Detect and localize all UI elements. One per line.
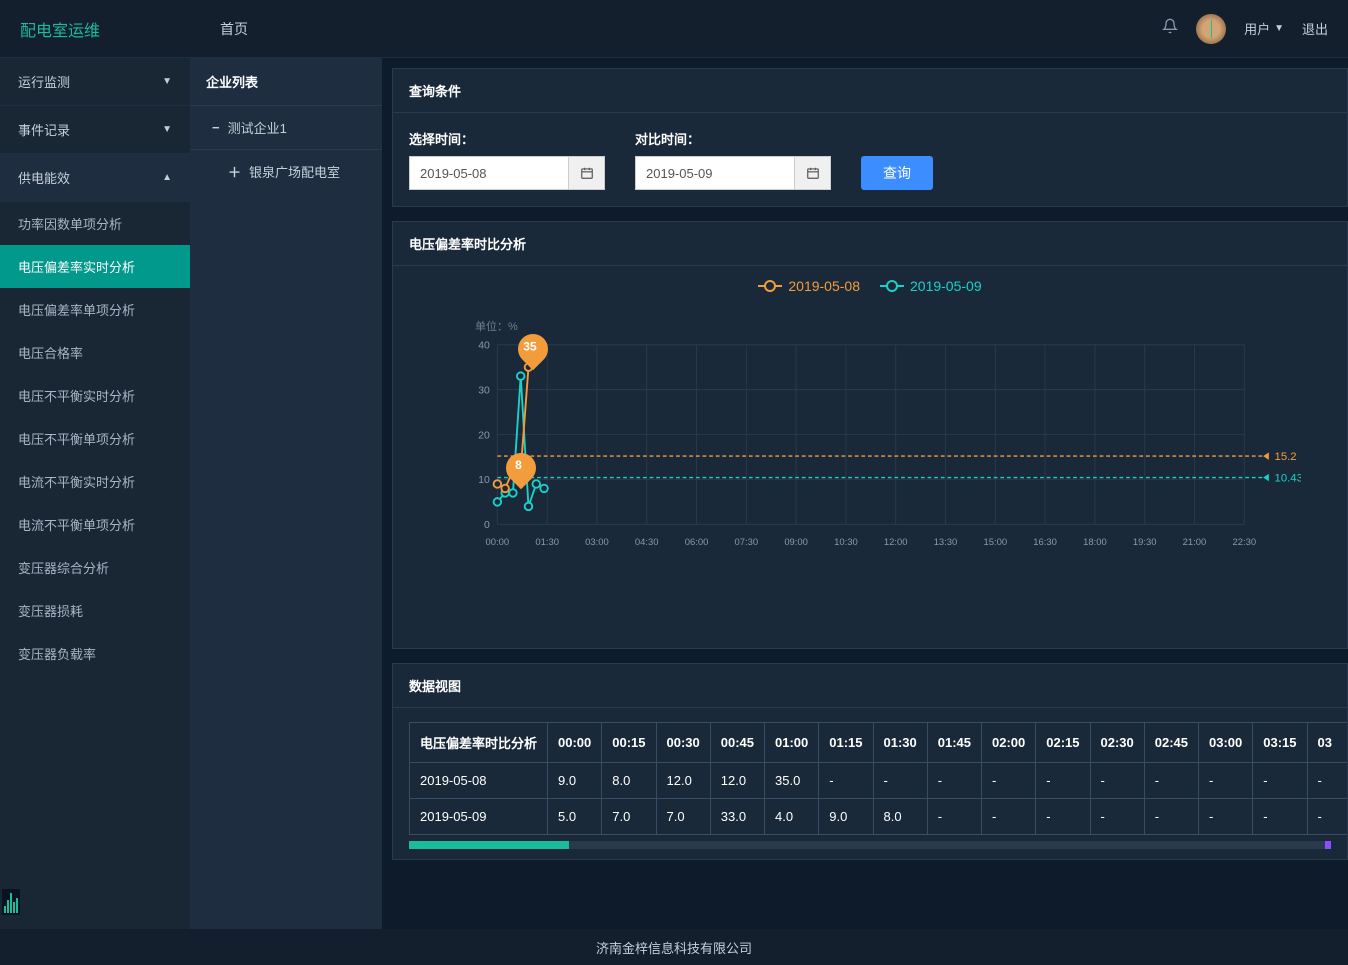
nav-sub-item[interactable]: 电压偏差率单项分析 — [0, 288, 190, 331]
chart-title: 电压偏差率时比分析 — [393, 222, 1347, 266]
caret-up-icon: ▲ — [162, 172, 172, 183]
user-menu[interactable]: 用户 ▼ — [1244, 19, 1284, 38]
table-header-time: 00:15 — [602, 723, 656, 763]
caret-down-icon: ▼ — [1274, 23, 1284, 34]
calendar-icon[interactable] — [569, 156, 605, 190]
data-panel: 数据视图 电压偏差率时比分析00:0000:1500:3000:4501:000… — [392, 663, 1348, 860]
nav-group[interactable]: 运行监测▼ — [0, 58, 190, 106]
horizontal-scrollbar[interactable] — [409, 841, 1331, 849]
svg-text:15.2: 15.2 — [1275, 451, 1297, 463]
nav-sub-item[interactable]: 电流不平衡实时分析 — [0, 460, 190, 503]
nav-home[interactable]: 首页 — [220, 19, 248, 39]
svg-text:01:30: 01:30 — [535, 537, 559, 548]
table-row: 2019-05-095.07.07.033.04.09.08.0-------- — [410, 799, 1348, 835]
unit-label: 单位：% — [475, 318, 518, 334]
tree-root[interactable]: − 测试企业1 — [190, 106, 382, 150]
svg-text:04:30: 04:30 — [635, 537, 659, 548]
tree-child[interactable]: ＋ 银泉广场配电室 — [190, 150, 382, 193]
table-header-time: 00:00 — [548, 723, 602, 763]
nav-sub-item[interactable]: 电压不平衡实时分析 — [0, 374, 190, 417]
table-header-time: 01:15 — [819, 723, 873, 763]
table-header-first: 电压偏差率时比分析 — [410, 723, 548, 763]
nav-sub-item[interactable]: 功率因数单项分析 — [0, 202, 190, 245]
svg-text:00:00: 00:00 — [486, 537, 510, 548]
nav-sub-item[interactable]: 电流不平衡单项分析 — [0, 503, 190, 546]
date2-input[interactable] — [635, 156, 795, 190]
svg-text:13:30: 13:30 — [934, 537, 958, 548]
data-table: 电压偏差率时比分析00:0000:1500:3000:4501:0001:150… — [409, 722, 1347, 835]
svg-text:12:00: 12:00 — [884, 537, 908, 548]
logout-button[interactable]: 退出 — [1302, 19, 1328, 38]
caret-down-icon: ▼ — [162, 76, 172, 87]
svg-text:15:00: 15:00 — [983, 537, 1007, 548]
nav-sub-item[interactable]: 电压合格率 — [0, 331, 190, 374]
table-header-time: 02:45 — [1144, 723, 1198, 763]
nav-group[interactable]: 供电能效▲ — [0, 154, 190, 202]
avatar[interactable] — [1196, 14, 1226, 44]
table-header-time: 02:15 — [1036, 723, 1090, 763]
svg-text:09:00: 09:00 — [784, 537, 808, 548]
chart-panel: 电压偏差率时比分析 .legend-mark[style*='#f39c3c']… — [392, 221, 1348, 649]
notification-icon[interactable] — [1162, 18, 1178, 39]
select-time-label: 选择时间： — [409, 129, 605, 148]
table-header-time: 01:30 — [873, 723, 927, 763]
table-header-time: 03 — [1307, 723, 1347, 763]
table-header-time: 03:15 — [1253, 723, 1307, 763]
nav-sub-item[interactable]: 变压器损耗 — [0, 589, 190, 632]
nav-sub-item[interactable]: 电压不平衡单项分析 — [0, 417, 190, 460]
svg-text:06:00: 06:00 — [685, 537, 709, 548]
svg-text:19:30: 19:30 — [1133, 537, 1157, 548]
nav-sub-item[interactable]: 电压偏差率实时分析 — [0, 245, 190, 288]
legend-item[interactable]: .legend-mark[style*='#f39c3c']::after{bo… — [758, 278, 860, 294]
query-panel: 查询条件 选择时间： 对比时间： — [392, 68, 1348, 207]
svg-text:0: 0 — [484, 520, 490, 531]
footer: 济南金梓信息科技有限公司 — [0, 929, 1348, 965]
table-header-time: 00:45 — [710, 723, 764, 763]
calendar-icon[interactable] — [795, 156, 831, 190]
svg-text:21:00: 21:00 — [1183, 537, 1207, 548]
table-header-time: 01:00 — [765, 723, 819, 763]
enterprise-tree: 企业列表 − 测试企业1 ＋ 银泉广场配电室 — [190, 58, 382, 965]
svg-text:40: 40 — [478, 341, 490, 352]
table-header-time: 02:00 — [982, 723, 1036, 763]
svg-text:10.43: 10.43 — [1275, 472, 1301, 484]
sidebar-nav: 运行监测▼事件记录▼供电能效▲功率因数单项分析电压偏差率实时分析电压偏差率单项分… — [0, 58, 190, 965]
plus-icon: ＋ — [228, 162, 241, 181]
table-header-time: 00:30 — [656, 723, 710, 763]
search-button[interactable]: 查询 — [861, 156, 933, 190]
table-header-time: 03:00 — [1199, 723, 1253, 763]
data-title: 数据视图 — [393, 664, 1347, 708]
top-header: 配电室运维 首页 用户 ▼ 退出 — [0, 0, 1348, 58]
nav-sub-item[interactable]: 变压器负载率 — [0, 632, 190, 675]
svg-text:10:30: 10:30 — [834, 537, 858, 548]
compare-time-label: 对比时间： — [635, 129, 831, 148]
table-row: 2019-05-089.08.012.012.035.0---------- — [410, 763, 1348, 799]
table-header-time: 01:45 — [927, 723, 981, 763]
table-header-time: 02:30 — [1090, 723, 1144, 763]
svg-text:30: 30 — [478, 385, 490, 396]
legend-item[interactable]: .legend-mark[style*='#1bd0c7']::after{bo… — [880, 278, 982, 294]
minus-icon: − — [212, 120, 220, 135]
scrollbar-end — [1325, 841, 1331, 849]
audio-meter-icon — [2, 889, 20, 915]
chart-svg: 0 10 20 30 40 00:00 01:30 03:00 04:30 06:00 07:30 0… — [469, 314, 1301, 574]
nav-sub-item[interactable]: 变压器综合分析 — [0, 546, 190, 589]
svg-text:18:00: 18:00 — [1083, 537, 1107, 548]
table-scroll[interactable]: 电压偏差率时比分析00:0000:1500:3000:4501:0001:150… — [393, 708, 1347, 841]
logo: 配电室运维 — [20, 17, 100, 41]
svg-text:20: 20 — [478, 430, 490, 441]
nav-group[interactable]: 事件记录▼ — [0, 106, 190, 154]
scrollbar-thumb[interactable] — [409, 841, 569, 849]
query-title: 查询条件 — [393, 69, 1347, 113]
svg-text:10: 10 — [478, 475, 490, 486]
svg-text:03:00: 03:00 — [585, 537, 609, 548]
svg-text:22:30: 22:30 — [1232, 537, 1256, 548]
date1-input[interactable] — [409, 156, 569, 190]
svg-text:16:30: 16:30 — [1033, 537, 1057, 548]
caret-down-icon: ▼ — [162, 124, 172, 135]
svg-text:07:30: 07:30 — [735, 537, 759, 548]
tree-title: 企业列表 — [190, 58, 382, 106]
